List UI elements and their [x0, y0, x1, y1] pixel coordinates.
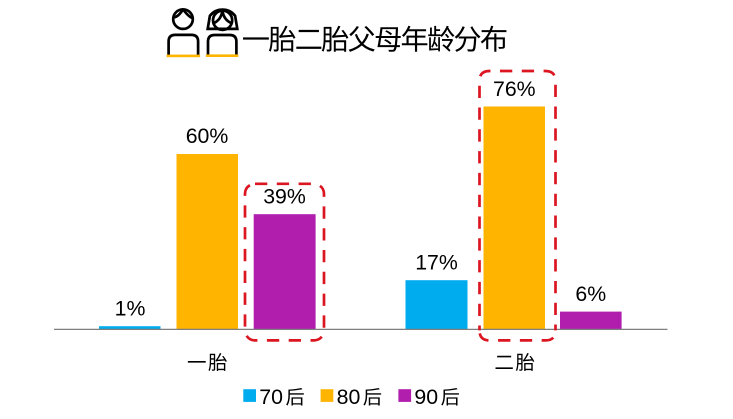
svg-text:6%: 6% [575, 282, 606, 306]
svg-text:90: 90 [414, 385, 438, 409]
svg-text:70: 70 [259, 385, 283, 409]
svg-text:39%: 39% [263, 185, 306, 209]
svg-text:60%: 60% [186, 124, 229, 148]
svg-text:1%: 1% [115, 297, 146, 321]
svg-text:80: 80 [337, 385, 361, 409]
svg-text:76%: 76% [493, 77, 536, 101]
svg-text:17%: 17% [415, 250, 458, 274]
